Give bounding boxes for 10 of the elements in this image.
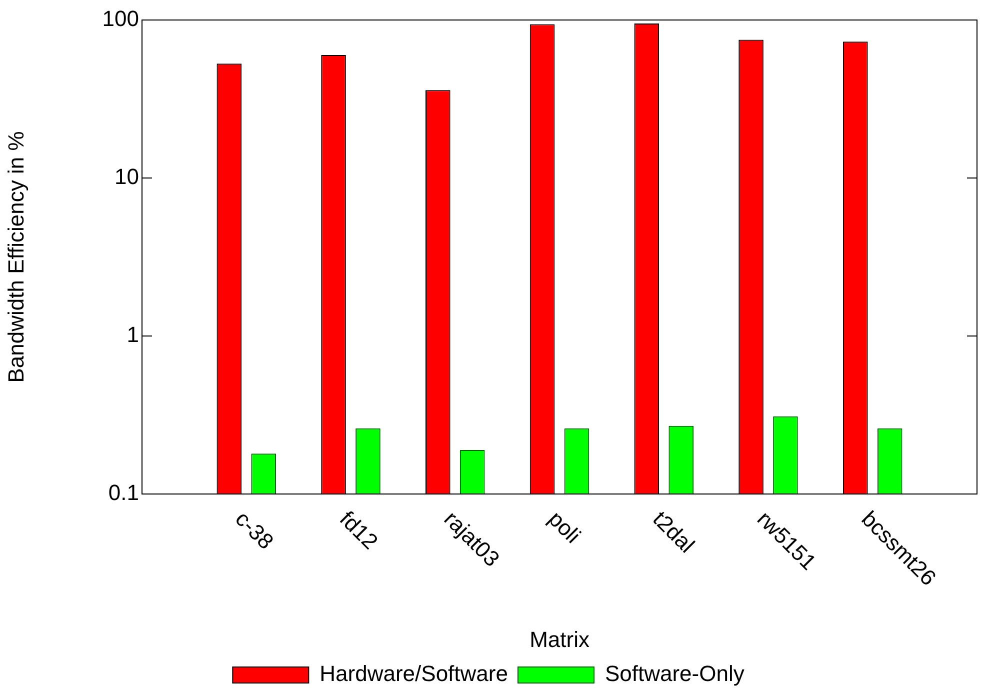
y-axis-title: Bandwidth Efficiency in % (3, 131, 28, 383)
legend-label: Hardware/Software (320, 661, 508, 686)
y-tick-label: 0.1 (108, 480, 139, 506)
x-tick-label: poli (544, 506, 586, 548)
x-axis-title: Matrix (530, 626, 590, 652)
legend-label: Software-Only (604, 661, 744, 686)
y-tick-label: 1 (126, 322, 139, 348)
y-tick-label: 100 (102, 6, 139, 32)
x-tick-label: c-38 (230, 506, 278, 554)
y-tick-label: 10 (114, 164, 139, 190)
